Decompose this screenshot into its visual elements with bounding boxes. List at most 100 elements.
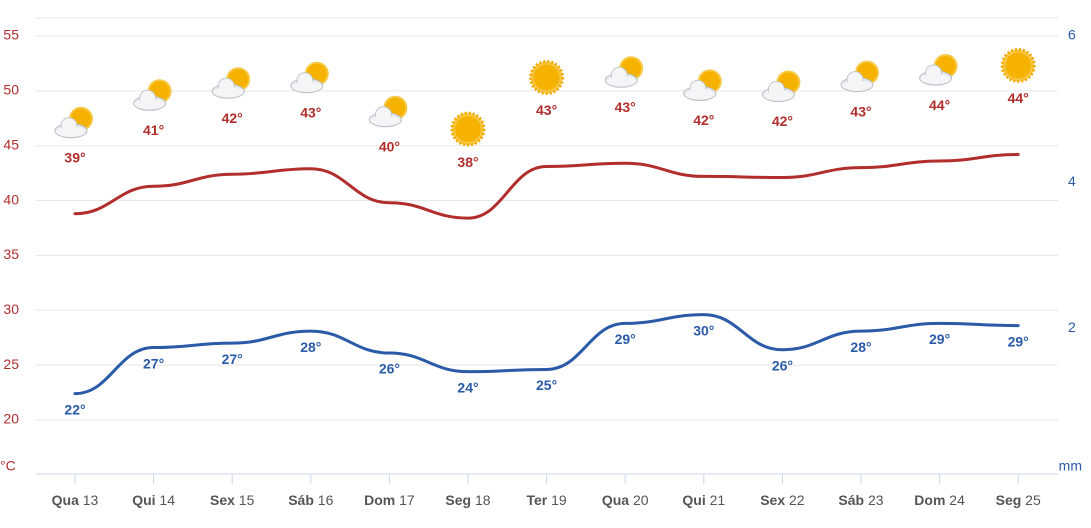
weather-icon <box>604 56 644 88</box>
value-label: 42° <box>693 112 714 128</box>
x-tick-label-part: Sáb <box>288 492 314 508</box>
x-tick-label-part: Qui <box>132 492 155 508</box>
x-tick-label-part: Seg <box>445 492 471 508</box>
weather-icon <box>1000 47 1036 83</box>
value-label: 22° <box>64 401 85 417</box>
y-axis-label: °C <box>0 458 16 474</box>
value-label: 29° <box>1008 333 1029 349</box>
y-tick-label: 50 <box>3 82 19 98</box>
x-tick-label-part: Sáb <box>838 492 864 508</box>
x-tick-label-part: Sex <box>210 492 235 508</box>
value-label: 43° <box>300 104 321 120</box>
x-tick-label: Ter 19 <box>526 492 566 508</box>
weather-icon <box>211 67 251 99</box>
x-tick-label: Qui 14 <box>132 492 175 508</box>
cloud <box>213 87 244 98</box>
cloud <box>291 81 322 92</box>
value-label: 30° <box>693 322 714 338</box>
weather-icon <box>683 69 722 101</box>
x-tick-label: Seg 18 <box>445 492 490 508</box>
x-tick-label-part: Dom <box>364 492 395 508</box>
weather-icon <box>133 79 172 111</box>
weather-icon <box>290 61 329 94</box>
x-tick-label: Qua 20 <box>602 492 649 508</box>
y2-tick-label: 6 <box>1068 27 1076 43</box>
x-tick-label-part: Sex <box>760 492 785 508</box>
value-label: 42° <box>222 110 243 126</box>
x-tick-label-part: 19 <box>547 492 567 508</box>
temperature-line <box>73 152 1020 220</box>
x-tick-label-part: Qua <box>52 492 79 508</box>
x-tick-label: Dom 24 <box>914 492 965 508</box>
x-tick-label-part: 24 <box>945 492 965 508</box>
x-tick-label-part: Qua <box>602 492 629 508</box>
x-tick-label: Qui 21 <box>682 492 725 508</box>
x-tick-label: Sáb 23 <box>838 492 883 508</box>
cloud <box>606 76 637 87</box>
sun <box>455 116 481 143</box>
sun <box>1005 52 1032 79</box>
y-tick-label: 40 <box>3 191 19 207</box>
x-tick-label-part: 15 <box>235 492 255 508</box>
x-tick-label-part: 16 <box>314 492 334 508</box>
weather-icon <box>54 106 93 139</box>
x-tick-label: Sex 22 <box>760 492 805 508</box>
x-tick-label-part: 22 <box>785 492 805 508</box>
x-tick-label: Sáb 16 <box>288 492 333 508</box>
cloud <box>56 126 86 137</box>
y-tick-label: 25 <box>3 356 19 372</box>
y-tick-label: 20 <box>3 411 19 427</box>
x-tick-label-part: 17 <box>395 492 415 508</box>
x-tick-label: Qua 13 <box>52 492 99 508</box>
value-label: 43° <box>850 103 871 119</box>
x-tick-label-part: Ter <box>526 492 547 508</box>
weather-icon <box>840 60 879 93</box>
value-label: 27° <box>143 355 164 371</box>
x-tick-label-part: 23 <box>864 492 884 508</box>
weather-icon <box>450 111 486 147</box>
value-label: 42° <box>772 113 793 129</box>
x-tick-label-part: 20 <box>629 492 649 508</box>
value-label: 38° <box>457 154 478 170</box>
temperature-line <box>73 313 1020 396</box>
sun <box>533 64 560 91</box>
value-label: 44° <box>1008 90 1029 106</box>
x-tick-label-part: 18 <box>471 492 491 508</box>
x-tick-label-part: Dom <box>914 492 945 508</box>
value-label: 24° <box>457 379 478 395</box>
cloud <box>842 80 872 91</box>
value-label: 27° <box>222 351 243 367</box>
value-label: 41° <box>143 122 164 138</box>
value-label: 26° <box>772 357 793 373</box>
cloud <box>370 115 401 126</box>
y-tick-label: 45 <box>3 136 19 152</box>
cloud <box>684 89 715 100</box>
value-label: 29° <box>929 331 950 347</box>
x-tick-label: Seg 25 <box>996 492 1041 508</box>
x-tick-label-part: 14 <box>156 492 176 508</box>
weather-icon <box>368 95 408 128</box>
weather-icon <box>529 60 565 96</box>
x-tick-label-part: 25 <box>1021 492 1041 508</box>
y2-tick-label: 4 <box>1068 173 1076 189</box>
x-tick-label-part: Seg <box>996 492 1022 508</box>
x-tick-label: Dom 17 <box>364 492 415 508</box>
value-label: 39° <box>64 149 85 165</box>
y-tick-label: 35 <box>3 246 19 262</box>
value-label: 44° <box>929 97 950 113</box>
x-tick-label-part: 13 <box>79 492 99 508</box>
cloud <box>763 90 794 101</box>
x-tick-label-part: 21 <box>706 492 726 508</box>
y-tick-label: 30 <box>3 301 19 317</box>
x-tick-label: Sex 15 <box>210 492 255 508</box>
cloud <box>920 74 951 85</box>
weather-icon <box>761 70 801 103</box>
value-label: 25° <box>536 377 557 393</box>
value-label: 28° <box>850 339 871 355</box>
value-label: 28° <box>300 339 321 355</box>
y2-tick-label: 2 <box>1068 319 1076 335</box>
value-label: 26° <box>379 361 400 377</box>
cloud <box>134 99 165 110</box>
